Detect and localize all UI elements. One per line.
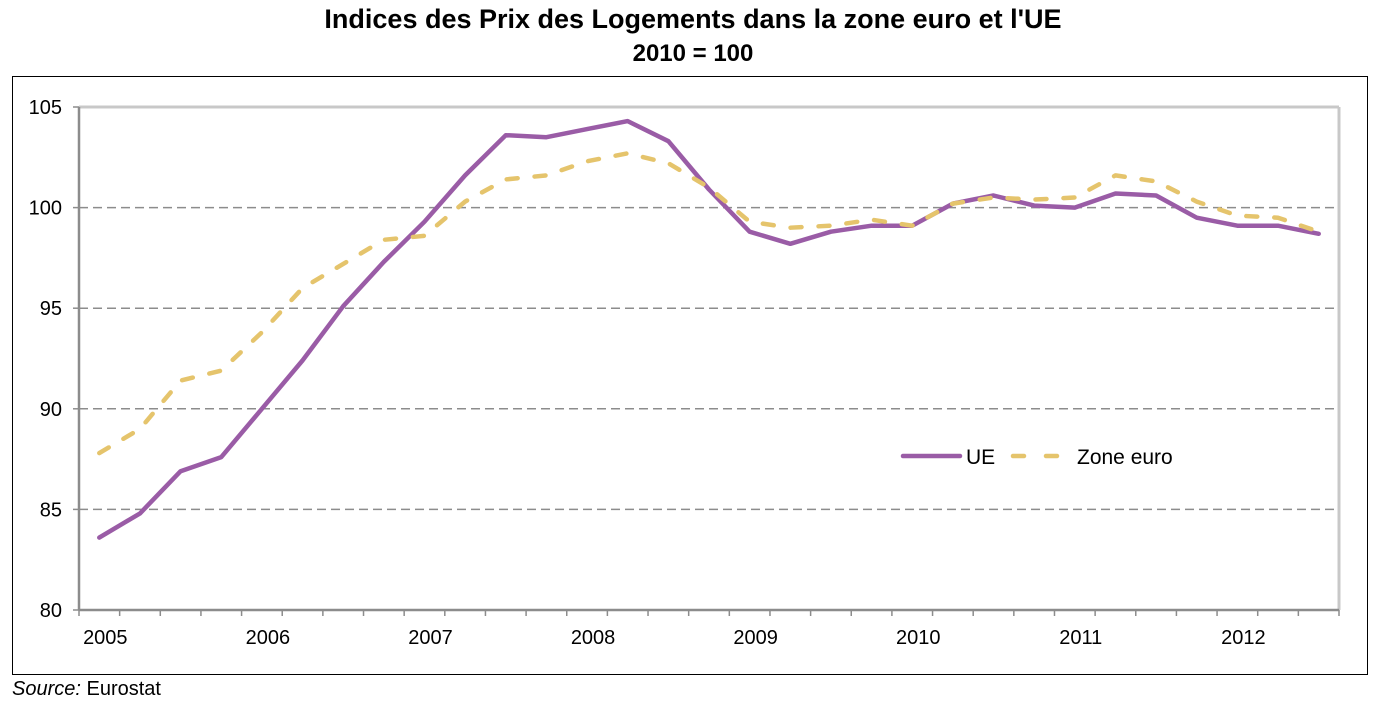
legend-label-zone-euro: Zone euro: [1077, 446, 1173, 469]
x-tick-label: 2009: [733, 627, 778, 649]
x-tick-label: 2008: [571, 627, 616, 649]
chart-frame: [12, 76, 1368, 675]
chart-title: Indices des Prix des Logements dans la z…: [324, 4, 1062, 34]
x-tick-label: 2012: [1221, 627, 1266, 649]
chart-subtitle: 2010 = 100: [632, 40, 754, 67]
y-tick-label: 105: [29, 97, 62, 119]
y-tick-label: 100: [29, 198, 62, 220]
x-axis-ticks: 2005 2006 2007 2008 2009 2010 2011 2012: [78, 610, 1340, 649]
x-tick-label: 2006: [246, 627, 291, 649]
source-value: Eurostat: [80, 678, 161, 700]
y-tick-label: 95: [40, 298, 62, 320]
x-tick-label: 2007: [408, 627, 453, 649]
y-tick-label: 85: [40, 499, 62, 521]
source-label: Source:: [12, 678, 81, 700]
series-lines: [97, 118, 1321, 540]
y-tick-label: 80: [40, 600, 62, 622]
source-note: Source: Eurostat: [12, 678, 161, 701]
axes: [77, 105, 1341, 612]
series-line-zone-euro: [97, 151, 1321, 456]
x-tick-label: 2005: [83, 627, 128, 649]
legend-label-ue: UE: [966, 446, 995, 469]
series-line-ue: [97, 118, 1321, 540]
legend: UE Zone euro: [900, 446, 1173, 469]
y-tick-label: 90: [40, 399, 62, 421]
x-tick-label: 2010: [896, 627, 941, 649]
y-axis-ticks: 80 85 90 95 100 105: [29, 97, 79, 622]
x-tick-label: 2011: [1059, 627, 1102, 649]
